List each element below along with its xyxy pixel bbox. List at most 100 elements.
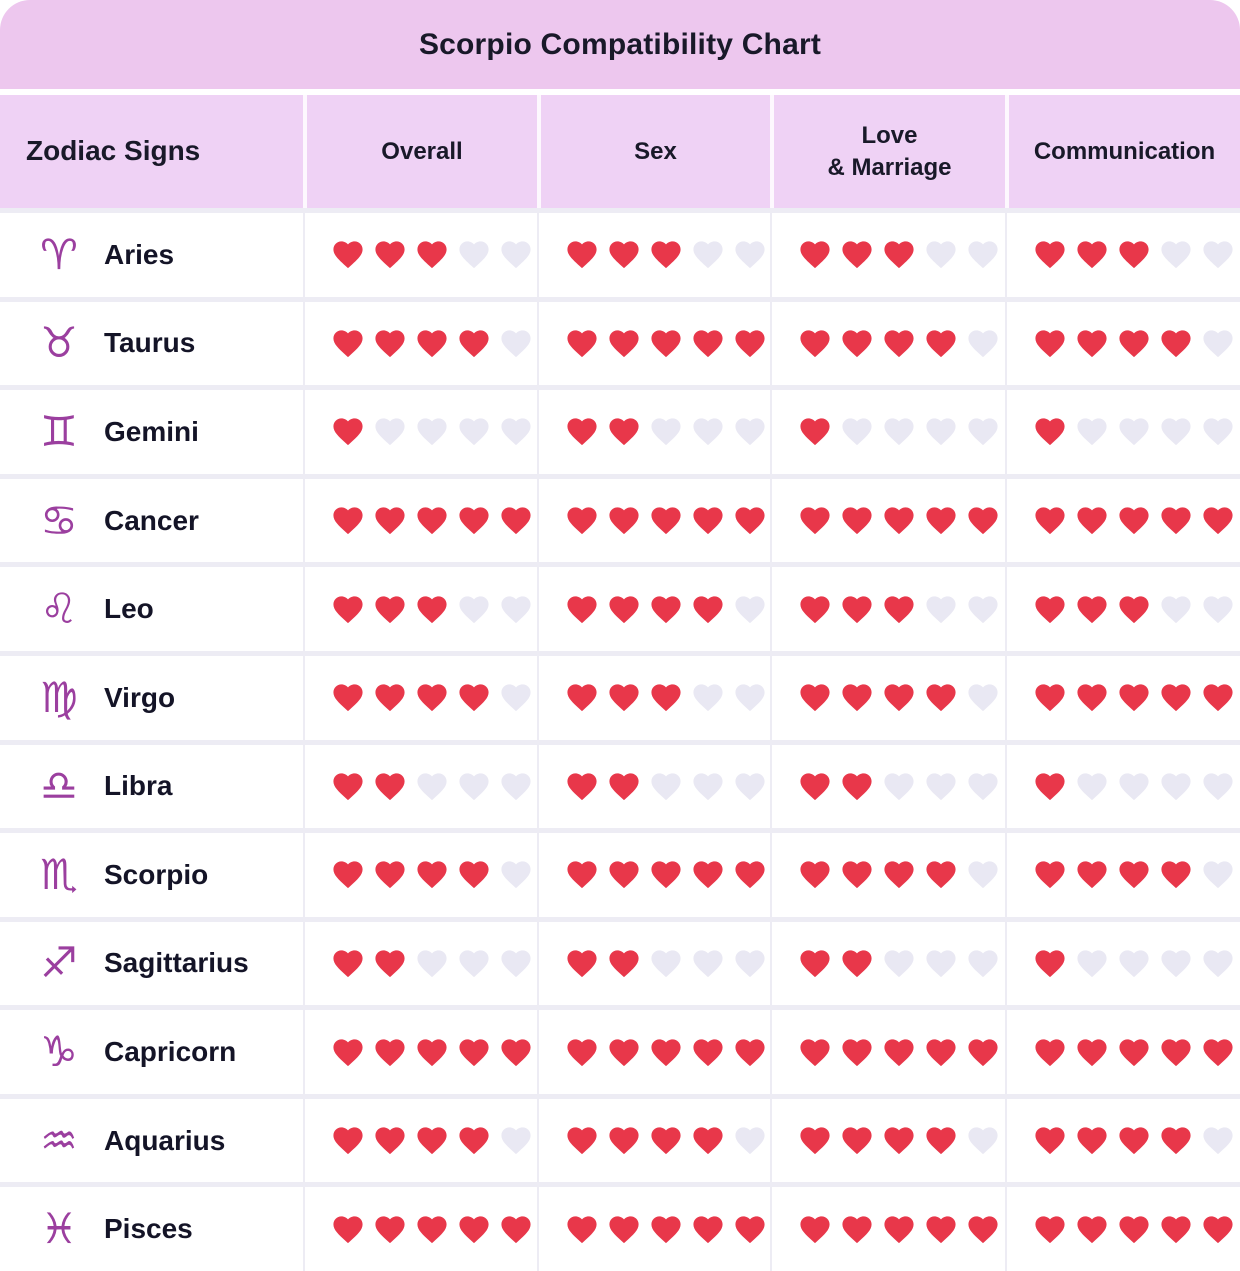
- heart-filled-icon: [651, 330, 681, 357]
- heart-filled-icon: [417, 241, 447, 269]
- rating-cell-sex: [537, 655, 770, 740]
- rating-cell-overall: [303, 833, 537, 917]
- heart-filled-icon: [1077, 861, 1107, 889]
- heart-filled-icon: [417, 684, 447, 712]
- heart-filled-icon: [1119, 330, 1149, 357]
- heart-filled-icon: [1161, 507, 1191, 535]
- rating-cell-sex: [537, 478, 770, 563]
- heart-empty-icon: [735, 684, 765, 712]
- heart-empty-icon: [501, 595, 531, 623]
- heart-empty-icon: [501, 418, 531, 446]
- rating-cell-communication: [1005, 744, 1240, 829]
- heart-filled-icon: [651, 861, 681, 889]
- heart-empty-icon: [417, 950, 447, 978]
- heart-empty-icon: [1203, 330, 1233, 357]
- heart-filled-icon: [567, 330, 597, 357]
- zodiac-icon: ♎: [40, 761, 78, 811]
- rating-cell-overall: [303, 744, 537, 829]
- heart-filled-icon: [609, 595, 639, 623]
- heart-filled-icon: [651, 1127, 681, 1155]
- heart-filled-icon: [375, 1127, 405, 1155]
- zodiac-name: Libra: [104, 770, 173, 802]
- heart-empty-icon: [926, 773, 956, 800]
- rating-cell-sex: [537, 1098, 770, 1183]
- rating-cell-overall: [303, 655, 537, 740]
- heart-empty-icon: [1203, 1127, 1233, 1155]
- heart-filled-icon: [884, 1216, 914, 1243]
- zodiac-icon: ♋: [40, 495, 78, 545]
- heart-empty-icon: [1203, 241, 1233, 269]
- heart-empty-icon: [1203, 773, 1233, 800]
- heart-filled-icon: [1035, 861, 1065, 889]
- rating-cell-communication: [1005, 921, 1240, 1006]
- heart-filled-icon: [1203, 1038, 1233, 1066]
- heart-filled-icon: [842, 1127, 872, 1155]
- heart-empty-icon: [735, 1127, 765, 1155]
- heart-filled-icon: [1035, 1038, 1065, 1066]
- heart-filled-icon: [693, 1216, 723, 1243]
- heart-filled-icon: [800, 773, 830, 800]
- zodiac-name: Capricorn: [104, 1036, 237, 1068]
- heart-filled-icon: [1119, 595, 1149, 623]
- heart-empty-icon: [1119, 950, 1149, 978]
- heart-filled-icon: [609, 950, 639, 978]
- heart-filled-icon: [1035, 1127, 1065, 1155]
- table-row: ♎ Libra: [0, 739, 1240, 829]
- heart-empty-icon: [459, 595, 489, 623]
- rating-cell-love-marriage: [770, 1010, 1005, 1094]
- heart-filled-icon: [1161, 330, 1191, 357]
- heart-filled-icon: [1119, 1216, 1149, 1243]
- heart-filled-icon: [735, 1038, 765, 1066]
- heart-filled-icon: [800, 595, 830, 623]
- table-row: ♒ Aquarius: [0, 1093, 1240, 1183]
- heart-filled-icon: [609, 418, 639, 446]
- heart-filled-icon: [651, 1216, 681, 1243]
- heart-filled-icon: [567, 950, 597, 978]
- heart-filled-icon: [884, 595, 914, 623]
- heart-empty-icon: [1161, 773, 1191, 800]
- heart-filled-icon: [1161, 1127, 1191, 1155]
- rating-cell-love-marriage: [770, 301, 1005, 386]
- heart-filled-icon: [375, 595, 405, 623]
- heart-filled-icon: [459, 1038, 489, 1066]
- rating-cell-communication: [1005, 567, 1240, 651]
- heart-filled-icon: [968, 1038, 998, 1066]
- heart-filled-icon: [842, 1038, 872, 1066]
- table-row: ♉ Taurus: [0, 296, 1240, 386]
- heart-filled-icon: [693, 861, 723, 889]
- heart-empty-icon: [968, 861, 998, 889]
- rating-cell-sex: [537, 390, 770, 474]
- rating-cell-communication: [1005, 390, 1240, 474]
- heart-empty-icon: [501, 330, 531, 357]
- heart-filled-icon: [884, 861, 914, 889]
- heart-empty-icon: [968, 418, 998, 446]
- heart-empty-icon: [968, 595, 998, 623]
- heart-filled-icon: [1203, 507, 1233, 535]
- heart-filled-icon: [1077, 1127, 1107, 1155]
- heart-filled-icon: [884, 1127, 914, 1155]
- rating-cell-overall: [303, 1010, 537, 1094]
- zodiac-name: Virgo: [104, 681, 176, 713]
- heart-empty-icon: [1119, 418, 1149, 446]
- rating-cell-sex: [537, 567, 770, 651]
- table-row: ♑ Capricorn: [0, 1005, 1240, 1094]
- column-header-love-marriage: Love & Marriage: [770, 95, 1005, 208]
- zodiac-icon: ♓: [40, 1204, 78, 1254]
- heart-filled-icon: [459, 861, 489, 889]
- rating-cell-sex: [537, 301, 770, 386]
- table-row: ♓ Pisces: [0, 1182, 1240, 1271]
- heart-filled-icon: [800, 684, 830, 712]
- heart-filled-icon: [333, 950, 363, 978]
- sign-cell: ♎ Libra: [0, 745, 303, 829]
- heart-empty-icon: [375, 418, 405, 446]
- heart-empty-icon: [693, 418, 723, 446]
- zodiac-icon: ♌: [40, 584, 78, 634]
- heart-empty-icon: [968, 330, 998, 357]
- heart-empty-icon: [968, 950, 998, 978]
- heart-filled-icon: [459, 1127, 489, 1155]
- heart-filled-icon: [567, 241, 597, 269]
- heart-filled-icon: [333, 418, 363, 446]
- zodiac-name: Pisces: [104, 1213, 193, 1245]
- heart-empty-icon: [1203, 595, 1233, 623]
- heart-filled-icon: [1077, 1216, 1107, 1243]
